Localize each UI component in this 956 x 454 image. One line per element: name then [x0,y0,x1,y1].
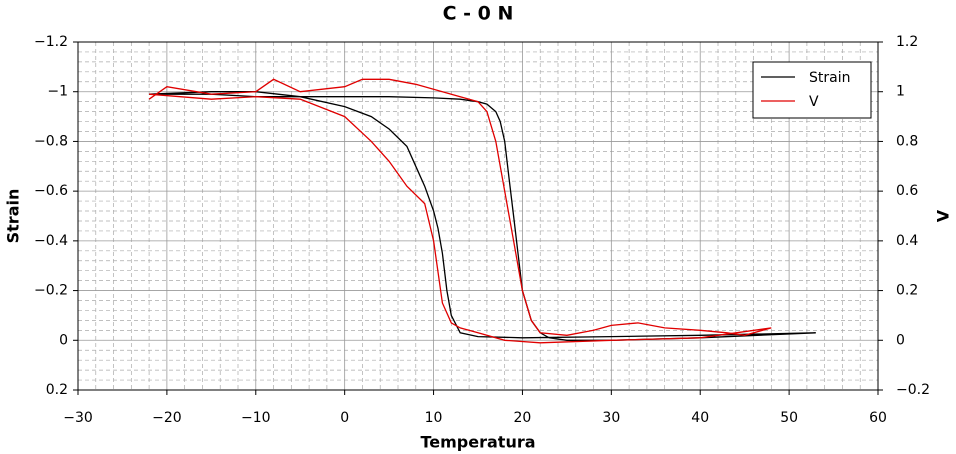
x-tick-label: 20 [514,410,532,426]
x-tick-label: 10 [425,410,443,426]
y-tick-label: −1.2 [34,34,68,50]
legend-box [752,61,872,119]
x-tick-label: 40 [691,410,709,426]
x-axis-label: Temperatura [420,433,535,452]
legend-label: V [809,94,819,110]
data-line [148,78,772,344]
y-tick-label: −0.2 [34,283,68,299]
y2-tick-label: 0.8 [896,133,918,149]
x-tick-label: −30 [63,410,93,426]
legend-label: Strain [809,70,850,86]
chart-title: C - 0 N [443,3,514,25]
y-tick-label: −1 [47,84,68,100]
y-tick-label: 0 [59,332,68,348]
x-tick-label: 50 [780,410,798,426]
x-tick-label: −10 [241,410,271,426]
x-tick-label: 0 [340,410,349,426]
y2-tick-label: 1 [896,84,905,100]
x-tick-label: 30 [602,410,620,426]
y-tick-label: −0.8 [34,133,68,149]
x-tick-label: −20 [152,410,182,426]
y-axis-label: Strain [4,189,23,244]
y2-tick-label: 0.6 [896,183,918,199]
y-tick-label: −0.4 [34,233,68,249]
x-tick-label: 60 [869,410,887,426]
y2-tick-label: −0.2 [896,382,930,398]
y2-tick-label: 0.2 [896,283,918,299]
y2-tick-label: 1.2 [896,34,918,50]
y-tick-label: −0.6 [34,183,68,199]
y2-tick-label: 0.4 [896,233,918,249]
y2-axis-label: V [934,209,953,222]
data-line [149,91,816,341]
y-tick-label: 0.2 [46,382,68,398]
plot-frame [77,41,879,391]
y2-tick-label: 0 [896,332,905,348]
